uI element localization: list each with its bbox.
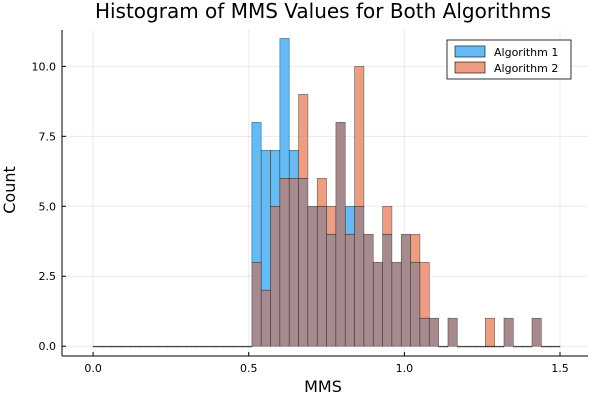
overlap-bar bbox=[475, 345, 486, 348]
overlap-bar bbox=[382, 233, 393, 347]
overlap-bar bbox=[335, 122, 346, 347]
legend-label-algorithm-1: Algorithm 1 bbox=[494, 46, 558, 59]
overlap-bar bbox=[158, 345, 169, 348]
overlap-bar bbox=[363, 233, 374, 347]
overlap-bar bbox=[195, 345, 206, 348]
overlap-bar bbox=[447, 317, 458, 347]
overlap-bar bbox=[354, 205, 365, 347]
overlap-bar bbox=[176, 345, 187, 348]
overlap-bar bbox=[410, 261, 421, 347]
algorithm-1-bar bbox=[288, 150, 299, 179]
x-axis-label: MMS bbox=[304, 377, 342, 396]
overlap-bar bbox=[400, 233, 411, 347]
overlap-bar bbox=[550, 345, 561, 348]
x-tick-label: 0.0 bbox=[84, 362, 102, 375]
overlap-bar bbox=[316, 205, 327, 347]
legend-swatch-algorithm-2 bbox=[454, 61, 486, 74]
algorithm-2-bar bbox=[484, 317, 495, 347]
overlap-bar bbox=[307, 205, 318, 347]
overlap-bar bbox=[456, 345, 467, 348]
algorithm-1-bar bbox=[251, 122, 262, 263]
algorithm-2-bar bbox=[382, 205, 393, 235]
overlap-bar bbox=[288, 178, 299, 347]
overlap-bar bbox=[167, 345, 178, 348]
axes bbox=[61, 30, 588, 357]
overlap-bar bbox=[242, 345, 253, 348]
overlap-bar bbox=[466, 345, 477, 348]
overlap-bar bbox=[251, 261, 262, 347]
algorithm-2-bar bbox=[298, 94, 309, 179]
y-tick-label: 10.0 bbox=[32, 60, 57, 73]
overlap-bar bbox=[186, 345, 197, 348]
overlap-bar bbox=[270, 205, 281, 347]
overlap-bar bbox=[92, 345, 103, 348]
algorithm-2-bar bbox=[410, 233, 421, 263]
algorithm-1-bar bbox=[344, 205, 355, 235]
overlap-bar bbox=[391, 261, 402, 347]
legend-label-algorithm-2: Algorithm 2 bbox=[494, 62, 558, 75]
overlap-bar bbox=[372, 261, 383, 347]
overlap-bar bbox=[438, 345, 449, 348]
overlap-bar bbox=[484, 345, 495, 348]
overlap-bar bbox=[120, 345, 131, 348]
legend-swatch-algorithm-1 bbox=[454, 45, 486, 58]
overlap-bar bbox=[522, 345, 533, 348]
overlap-bar bbox=[279, 178, 290, 347]
x-tick-label: 1.5 bbox=[551, 362, 569, 375]
overlap-bar bbox=[541, 345, 551, 348]
y-axis-label: Count bbox=[0, 166, 19, 214]
overlap-bar bbox=[298, 178, 309, 347]
overlap-bar bbox=[232, 345, 243, 348]
y-tick-label: 0.0 bbox=[39, 340, 57, 353]
overlap-bar bbox=[419, 317, 430, 347]
overlap-bar bbox=[130, 345, 141, 348]
x-tick-label: 1.0 bbox=[396, 362, 414, 375]
legend: Algorithm 1 Algorithm 2 bbox=[446, 39, 572, 80]
overlap-bar bbox=[503, 317, 514, 347]
overlap-bar bbox=[494, 345, 505, 348]
overlap-bar bbox=[139, 345, 150, 348]
algorithm-2-bar bbox=[419, 261, 430, 319]
overlap-bar bbox=[531, 317, 542, 347]
algorithm-2-bar bbox=[316, 178, 327, 207]
overlap-bar bbox=[111, 345, 122, 348]
algorithm-2-bar bbox=[354, 66, 365, 207]
y-tick-label: 5.0 bbox=[39, 200, 57, 213]
tick-labels: 0.0 0.5 1.0 1.5 0.0 2.5 5.0 7.5 10.0 bbox=[32, 60, 569, 375]
overlap-bar bbox=[326, 233, 337, 347]
algorithm-1-bar bbox=[279, 38, 290, 179]
algorithm-1-bar bbox=[260, 150, 271, 291]
overlap-bar bbox=[214, 345, 225, 348]
algorithm-2-bar bbox=[326, 205, 337, 235]
overlap-bar bbox=[204, 345, 215, 348]
overlap-bar bbox=[260, 289, 271, 347]
overlap-bar bbox=[428, 317, 439, 347]
algorithm-1-bar bbox=[270, 150, 281, 207]
overlap-bar bbox=[223, 345, 234, 348]
overlap-bar bbox=[102, 345, 113, 348]
overlap-bar bbox=[148, 345, 159, 348]
algorithm-2-bars bbox=[92, 66, 561, 348]
x-tick-label: 0.5 bbox=[240, 362, 258, 375]
y-tick-label: 7.5 bbox=[39, 130, 57, 143]
y-tick-label: 2.5 bbox=[39, 270, 57, 283]
chart-title: Histogram of MMS Values for Both Algorit… bbox=[95, 0, 551, 23]
overlap-bar bbox=[344, 233, 355, 347]
overlap-bar bbox=[513, 345, 523, 348]
